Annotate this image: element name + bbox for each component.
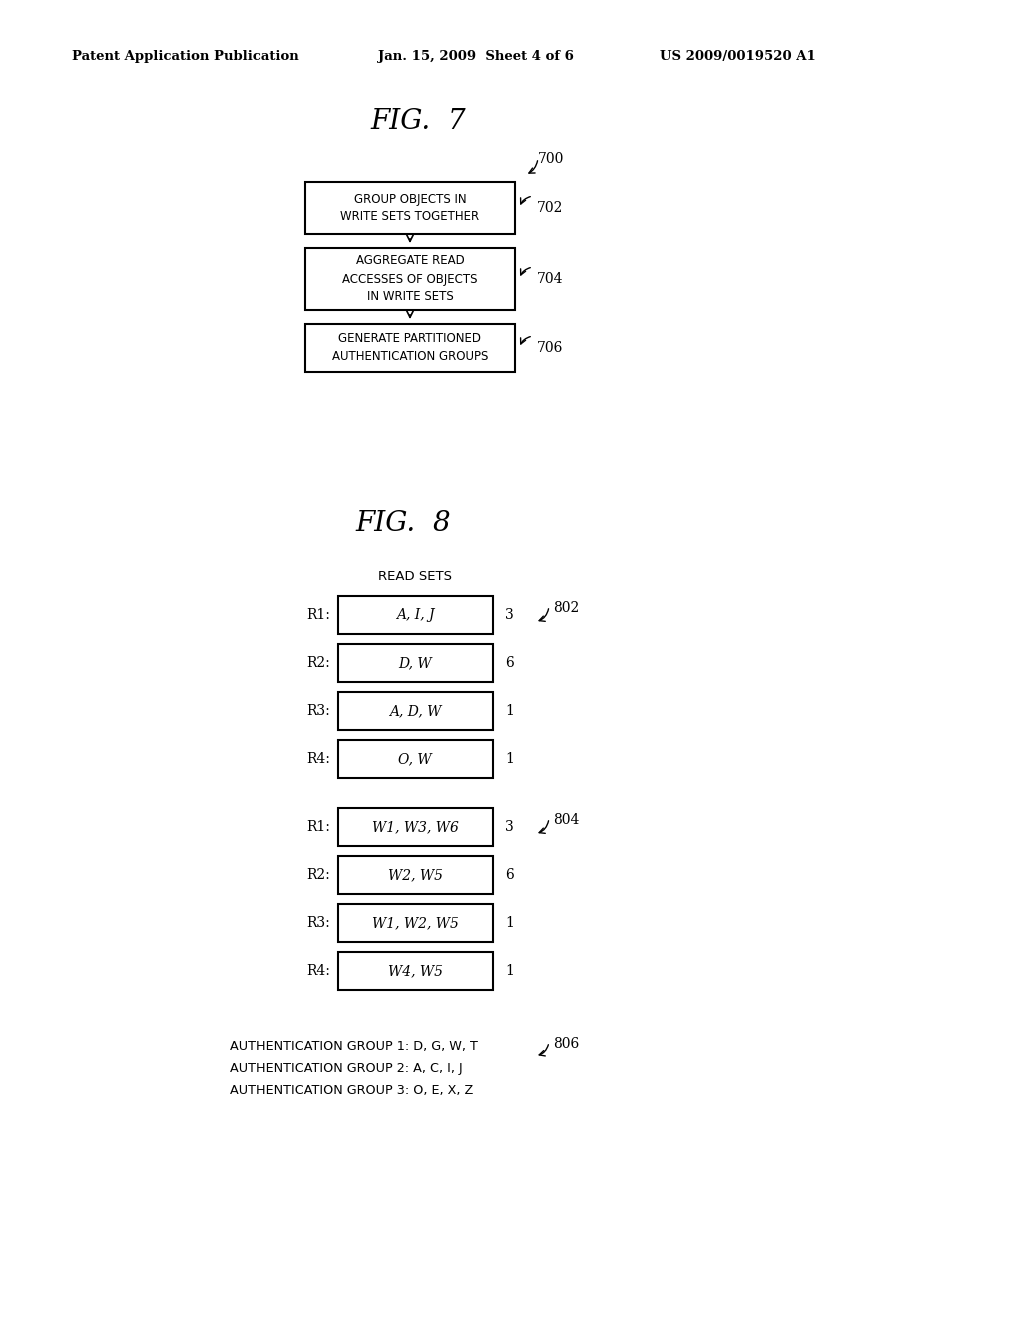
Bar [338, 808, 493, 846]
Text: 1: 1 [505, 752, 514, 766]
Text: A, D, W: A, D, W [389, 704, 441, 718]
Text: W1, W3, W6: W1, W3, W6 [372, 820, 459, 834]
Bar [338, 692, 493, 730]
Text: 1: 1 [505, 704, 514, 718]
Text: D, W: D, W [398, 656, 432, 671]
Text: W1, W2, W5: W1, W2, W5 [372, 916, 459, 931]
Text: R2:: R2: [306, 656, 330, 671]
Text: Patent Application Publication: Patent Application Publication [72, 50, 299, 63]
Text: 3: 3 [505, 820, 514, 834]
Text: FIG.  8: FIG. 8 [355, 510, 451, 537]
Text: W2, W5: W2, W5 [387, 869, 442, 882]
Text: 804: 804 [553, 813, 580, 828]
Text: R1:: R1: [306, 820, 330, 834]
Text: O, W: O, W [398, 752, 432, 766]
Text: AUTHENTICATION GROUP 2: A, C, I, J: AUTHENTICATION GROUP 2: A, C, I, J [230, 1063, 463, 1074]
Text: 806: 806 [553, 1038, 580, 1051]
Text: 1: 1 [505, 964, 514, 978]
Bar [338, 597, 493, 634]
Text: R4:: R4: [306, 964, 330, 978]
Bar [305, 248, 515, 310]
Text: 6: 6 [505, 656, 514, 671]
Text: READ SETS: READ SETS [378, 570, 452, 583]
Text: W4, W5: W4, W5 [387, 964, 442, 978]
Text: R2:: R2: [306, 869, 330, 882]
Text: R4:: R4: [306, 752, 330, 766]
Text: R3:: R3: [306, 704, 330, 718]
Text: R1:: R1: [306, 609, 330, 622]
Text: 700: 700 [538, 152, 564, 166]
Bar [338, 904, 493, 942]
Text: FIG.  7: FIG. 7 [370, 108, 466, 135]
Text: AUTHENTICATION GROUP 3: O, E, X, Z: AUTHENTICATION GROUP 3: O, E, X, Z [230, 1084, 473, 1097]
Bar [338, 741, 493, 777]
Text: GENERATE PARTITIONED
AUTHENTICATION GROUPS: GENERATE PARTITIONED AUTHENTICATION GROU… [332, 333, 488, 363]
Text: 702: 702 [537, 201, 563, 215]
Text: Jan. 15, 2009  Sheet 4 of 6: Jan. 15, 2009 Sheet 4 of 6 [378, 50, 573, 63]
Text: R3:: R3: [306, 916, 330, 931]
Text: AGGREGATE READ
ACCESSES OF OBJECTS
IN WRITE SETS: AGGREGATE READ ACCESSES OF OBJECTS IN WR… [342, 255, 478, 304]
Bar [338, 952, 493, 990]
Text: GROUP OBJECTS IN
WRITE SETS TOGETHER: GROUP OBJECTS IN WRITE SETS TOGETHER [340, 193, 479, 223]
Text: AUTHENTICATION GROUP 1: D, G, W, T: AUTHENTICATION GROUP 1: D, G, W, T [230, 1040, 478, 1053]
Text: 802: 802 [553, 601, 580, 615]
Bar [338, 855, 493, 894]
Text: 3: 3 [505, 609, 514, 622]
Bar [338, 644, 493, 682]
Text: 704: 704 [537, 272, 563, 286]
Text: 706: 706 [537, 341, 563, 355]
Text: A, I, J: A, I, J [395, 609, 434, 622]
Text: 1: 1 [505, 916, 514, 931]
Text: US 2009/0019520 A1: US 2009/0019520 A1 [660, 50, 816, 63]
Bar [305, 323, 515, 372]
Text: 6: 6 [505, 869, 514, 882]
Bar [305, 182, 515, 234]
